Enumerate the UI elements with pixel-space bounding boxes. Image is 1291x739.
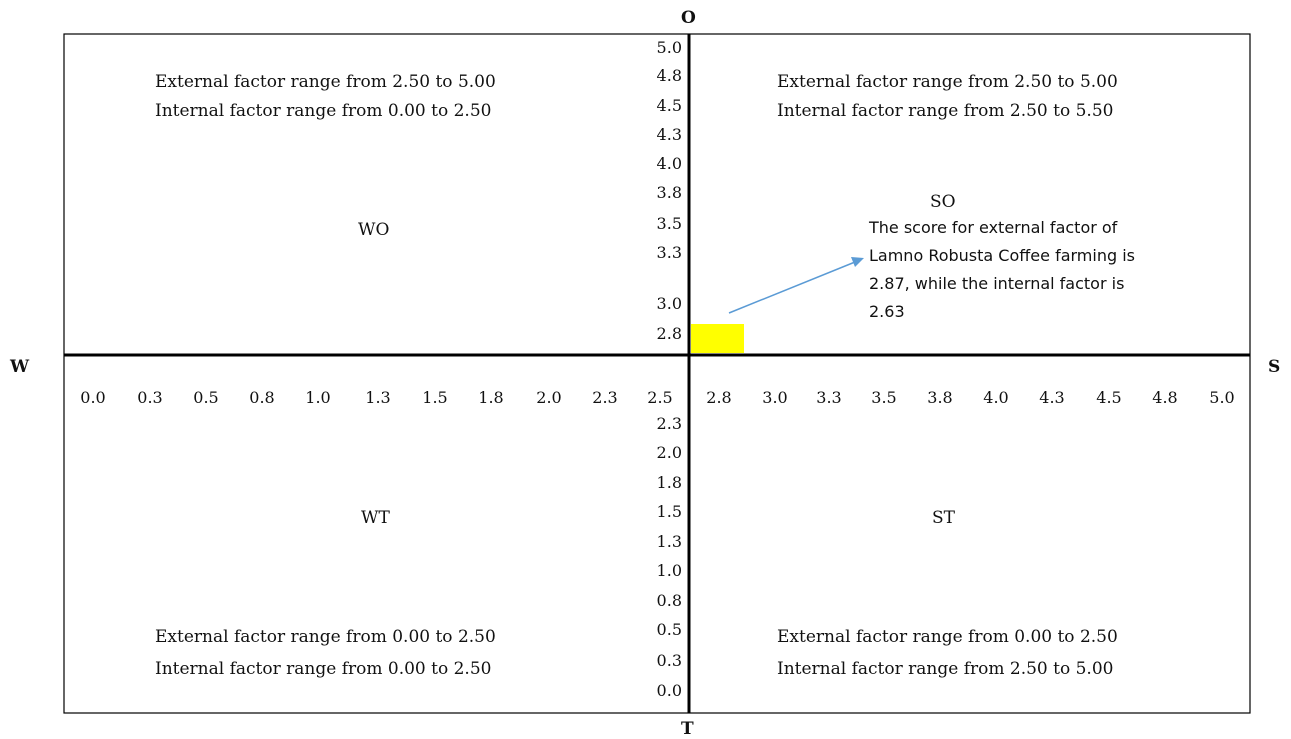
annotation-line: The score for external factor of xyxy=(869,218,1118,237)
x-tick-label: 0.0 xyxy=(80,388,106,407)
direction-label-weakness: W xyxy=(10,357,30,377)
annotation-line: 2.87, while the internal factor is xyxy=(869,274,1125,293)
x-tick-label: 2.3 xyxy=(592,388,618,407)
x-tick-label: 3.5 xyxy=(871,388,897,407)
x-tick-label: 4.5 xyxy=(1096,388,1122,407)
y-tick-label: 4.3 xyxy=(656,125,682,144)
x-tick-label: 3.8 xyxy=(927,388,953,407)
score-marker xyxy=(691,324,744,353)
wt-internal-range: Internal factor range from 0.00 to 2.50 xyxy=(155,659,492,679)
y-tick-label: 4.8 xyxy=(656,66,682,85)
quadrant-name-so: SO xyxy=(930,192,956,212)
quadrant-name-wo: WO xyxy=(358,220,390,240)
y-tick-label: 4.5 xyxy=(656,96,682,115)
x-tick-label: 1.8 xyxy=(478,388,504,407)
quadrant-name-st: ST xyxy=(932,508,955,528)
wo-internal-range: Internal factor range from 0.00 to 2.50 xyxy=(155,101,492,121)
y-tick-label: 2.0 xyxy=(656,443,682,462)
x-tick-label: 0.8 xyxy=(249,388,275,407)
annotation-line: Lamno Robusta Coffee farming is xyxy=(869,246,1135,265)
score-annotation: The score for external factor of Lamno R… xyxy=(869,214,1135,326)
x-tick-label: 4.8 xyxy=(1152,388,1178,407)
outer-frame xyxy=(63,33,1251,714)
x-tick-label: 4.0 xyxy=(983,388,1009,407)
so-internal-range: Internal factor range from 2.50 to 5.50 xyxy=(777,101,1114,121)
st-external-range: External factor range from 0.00 to 2.50 xyxy=(777,627,1118,647)
y-tick-label: 1.8 xyxy=(656,473,682,492)
quadrant-name-wt: WT xyxy=(361,508,390,528)
x-tick-label: 4.3 xyxy=(1039,388,1065,407)
x-tick-label: 2.0 xyxy=(536,388,562,407)
y-tick-label: 2.8 xyxy=(656,324,682,343)
wo-external-range: External factor range from 2.50 to 5.00 xyxy=(155,72,496,92)
y-tick-label: 0.8 xyxy=(656,591,682,610)
st-internal-range: Internal factor range from 2.50 to 5.00 xyxy=(777,659,1114,679)
x-tick-label: 1.3 xyxy=(365,388,391,407)
y-tick-label: 1.3 xyxy=(656,532,682,551)
x-tick-label: 1.0 xyxy=(305,388,331,407)
y-tick-label: 0.3 xyxy=(656,651,682,670)
y-tick-label: 0.0 xyxy=(656,681,682,700)
y-tick-label: 4.0 xyxy=(656,154,682,173)
x-tick-label: 3.3 xyxy=(816,388,842,407)
y-tick-label: 1.0 xyxy=(656,561,682,580)
x-tick-label: 5.0 xyxy=(1209,388,1235,407)
direction-label-strength: S xyxy=(1268,357,1281,377)
y-tick-label: 2.3 xyxy=(656,414,682,433)
y-tick-label: 1.5 xyxy=(656,502,682,521)
y-tick-label: 5.0 xyxy=(656,38,682,57)
y-tick-label: 0.5 xyxy=(656,620,682,639)
x-tick-label: 1.5 xyxy=(422,388,448,407)
x-tick-label: 0.5 xyxy=(193,388,219,407)
y-tick-label: 3.8 xyxy=(656,183,682,202)
wt-external-range: External factor range from 0.00 to 2.50 xyxy=(155,627,496,647)
direction-label-opportunity: O xyxy=(681,8,696,28)
y-tick-label: 3.3 xyxy=(656,243,682,262)
x-tick-label: 3.0 xyxy=(762,388,788,407)
y-tick-label: 3.5 xyxy=(656,214,682,233)
annotation-arrow-head xyxy=(851,257,864,267)
y-tick-label: 3.0 xyxy=(656,294,682,313)
direction-label-threat: T xyxy=(681,719,694,739)
x-tick-label: 0.3 xyxy=(137,388,163,407)
so-external-range: External factor range from 2.50 to 5.00 xyxy=(777,72,1118,92)
x-tick-label: 2.5 xyxy=(647,388,673,407)
x-tick-label: 2.8 xyxy=(706,388,732,407)
annotation-arrow xyxy=(728,261,856,314)
annotation-line: 2.63 xyxy=(869,302,905,321)
